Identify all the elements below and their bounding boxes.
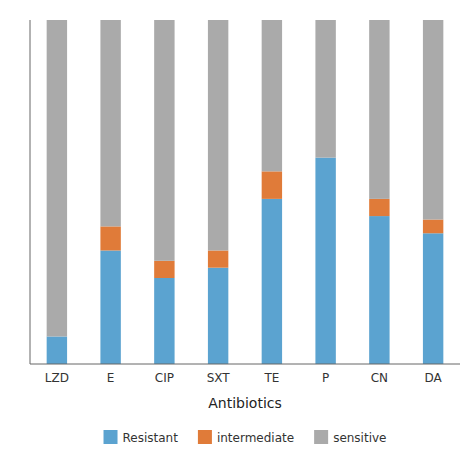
- legend-swatch: [198, 430, 212, 444]
- bars: [47, 20, 444, 364]
- bar-segment: [208, 268, 228, 364]
- legend-label: sensitive: [333, 431, 386, 445]
- bar-segment: [315, 20, 335, 158]
- bar-segment: [315, 158, 335, 364]
- y-axis-line: [30, 20, 31, 364]
- bar-segment: [100, 226, 120, 250]
- bar-segment: [423, 20, 443, 220]
- legend-swatch: [104, 430, 118, 444]
- legend-item: sensitive: [314, 430, 386, 445]
- bar-segment: [423, 233, 443, 364]
- bar-segment: [369, 20, 389, 199]
- x-tick-label: SXT: [207, 371, 231, 385]
- bar-segment: [369, 199, 389, 216]
- x-tick-label: LZD: [45, 371, 69, 385]
- legend-swatch: [314, 430, 328, 444]
- bar-segment: [154, 20, 174, 261]
- chart: LZD E CIP SXT TE P CN DA Antibiotics Resistant int…: [0, 0, 474, 474]
- x-tick-label: DA: [425, 371, 443, 385]
- x-tick-label: P: [322, 371, 329, 385]
- bar-segment: [100, 250, 120, 364]
- bar-segment: [154, 278, 174, 364]
- legend: Resistant intermediate sensitive: [104, 430, 387, 445]
- x-tick-label: TE: [263, 371, 279, 385]
- bar-segment: [369, 216, 389, 364]
- legend-item: intermediate: [198, 430, 294, 445]
- bar-segment: [47, 336, 67, 364]
- bar-segment: [423, 220, 443, 234]
- bar-segment: [262, 20, 282, 171]
- bar-segment: [100, 20, 120, 226]
- bar-segment: [47, 20, 67, 336]
- bar-segment: [262, 171, 282, 199]
- x-tick-label: CN: [371, 371, 388, 385]
- legend-label: Resistant: [123, 431, 179, 445]
- x-tick-label: CIP: [155, 371, 174, 385]
- legend-item: Resistant: [104, 430, 179, 445]
- bar-segment: [262, 199, 282, 364]
- x-tick-label: E: [107, 371, 115, 385]
- bar-segment: [208, 250, 228, 267]
- bar-segment: [154, 261, 174, 278]
- x-axis-label: Antibiotics: [208, 395, 282, 411]
- x-axis-line: [30, 364, 460, 365]
- legend-label: intermediate: [217, 431, 294, 445]
- bar-segment: [208, 20, 228, 250]
